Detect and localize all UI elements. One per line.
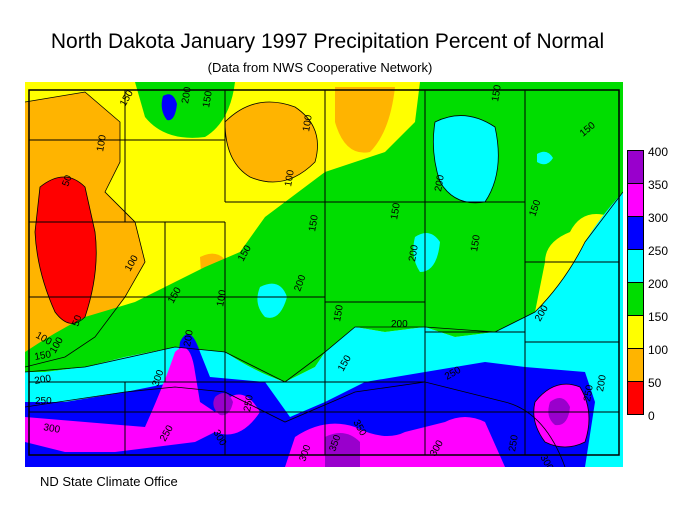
band-350-400-southcentral bbox=[213, 393, 233, 416]
legend-label: 250 bbox=[648, 244, 669, 258]
legend-swatch-200-250 bbox=[627, 249, 644, 283]
band-150-200-central bbox=[305, 194, 335, 242]
legend-label: 100 bbox=[648, 343, 669, 357]
contour-label: 150 bbox=[201, 90, 215, 109]
legend-swatch-100-150 bbox=[627, 315, 644, 349]
contour-label: 150 bbox=[389, 202, 403, 221]
band-300-350-southwest bbox=[25, 347, 260, 452]
contour-lines bbox=[25, 91, 623, 467]
legend-label: 350 bbox=[648, 178, 669, 192]
contour-label: 150 bbox=[490, 84, 504, 103]
legend-swatch-350-400 bbox=[627, 150, 644, 184]
legend-swatch-250-300 bbox=[627, 216, 644, 250]
legend-label: 400 bbox=[648, 145, 669, 159]
contour-label: 150 bbox=[34, 349, 53, 363]
contour-label: 150 bbox=[469, 234, 483, 253]
legend-label: 300 bbox=[648, 211, 669, 225]
contour-label: 250 bbox=[582, 384, 596, 403]
legend-swatch-50-100 bbox=[627, 348, 644, 382]
legend-label: 0 bbox=[648, 409, 655, 423]
map-title: North Dakota January 1997 Precipitation … bbox=[50, 30, 605, 53]
legend-swatch-0-50 bbox=[627, 381, 644, 415]
legend-label: 150 bbox=[648, 310, 669, 324]
legend-label: 200 bbox=[648, 277, 669, 291]
contour-label: 200 bbox=[180, 86, 194, 105]
band-250-300-north-blob bbox=[161, 94, 177, 121]
band-200-250-east-small bbox=[413, 233, 440, 272]
band-50-100-north bbox=[335, 87, 395, 153]
contour-label: 100 bbox=[95, 134, 109, 153]
map-subtitle: (Data from NWS Cooperative Network) bbox=[207, 60, 433, 75]
contour-label: 200 bbox=[433, 174, 447, 193]
contour-label: 150 bbox=[332, 304, 346, 323]
band-0-50-west bbox=[35, 177, 97, 324]
contour-label: 200 bbox=[182, 329, 196, 348]
legend-swatch-150-200 bbox=[627, 282, 644, 316]
band-200-250-east-dot bbox=[537, 151, 553, 165]
band-350-400-south bbox=[325, 433, 360, 467]
band-200-250-northeast bbox=[433, 115, 499, 203]
contour-label: 250 bbox=[242, 394, 256, 413]
contour-label: 50 bbox=[70, 313, 84, 328]
contour-label: 200 bbox=[595, 374, 609, 393]
contour-label: 50 bbox=[60, 173, 74, 188]
band-50-100-northcentral bbox=[225, 102, 318, 182]
contour-label: 250 bbox=[507, 434, 521, 453]
county-boundaries bbox=[28, 89, 620, 456]
footer-credit: ND State Climate Office bbox=[40, 474, 178, 489]
contour-label: 100 bbox=[215, 289, 229, 308]
contour-label: 200 bbox=[34, 373, 53, 387]
contour-label: 150 bbox=[307, 214, 321, 233]
precipitation-map: 150 200 150 100 100 150 150 100 50 100 1… bbox=[25, 82, 623, 467]
contour-label: 200 bbox=[391, 319, 408, 330]
contour-label: 300 bbox=[42, 422, 61, 436]
contour-label: 100 bbox=[301, 114, 315, 133]
legend-swatch-300-350 bbox=[627, 183, 644, 217]
contour-label: 250 bbox=[35, 396, 52, 407]
color-legend: 400 350 300 250 200 150 100 50 0 bbox=[627, 146, 697, 423]
contour-label: 200 bbox=[407, 244, 421, 263]
legend-label: 50 bbox=[648, 376, 662, 390]
band-200-250-central bbox=[257, 283, 287, 318]
band-150-200-northwest bbox=[135, 82, 235, 138]
contour-label: 100 bbox=[283, 169, 297, 188]
